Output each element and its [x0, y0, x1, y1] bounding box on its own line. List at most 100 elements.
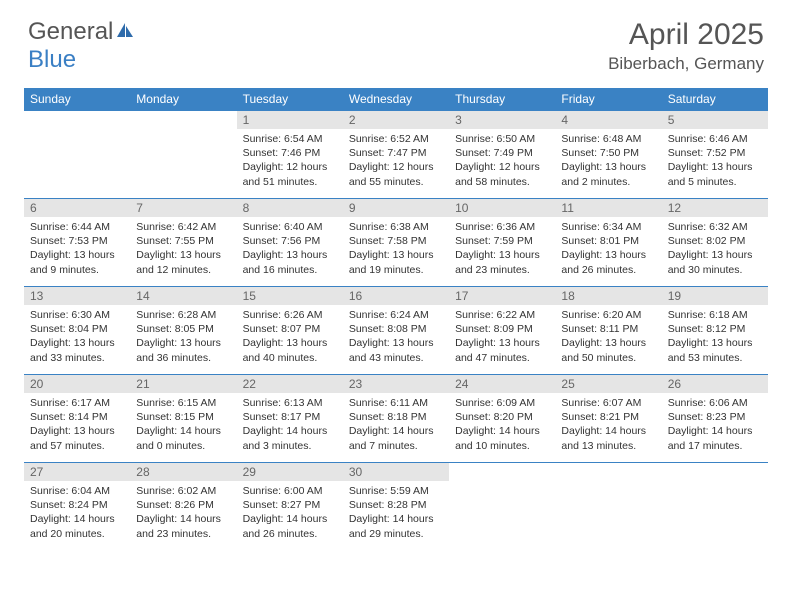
day-details: Sunrise: 6:48 AMSunset: 7:50 PMDaylight:… [555, 129, 661, 191]
weekday-header: Sunday [24, 88, 130, 110]
day-cell: 7Sunrise: 6:42 AMSunset: 7:55 PMDaylight… [130, 198, 236, 286]
day-details: Sunrise: 6:04 AMSunset: 8:24 PMDaylight:… [24, 481, 130, 543]
calendar-cell: 29Sunrise: 6:00 AMSunset: 8:27 PMDayligh… [237, 462, 343, 550]
day-number: 21 [130, 375, 236, 393]
day-details: Sunrise: 5:59 AMSunset: 8:28 PMDaylight:… [343, 481, 449, 543]
calendar-cell: 26Sunrise: 6:06 AMSunset: 8:23 PMDayligh… [662, 374, 768, 462]
calendar-cell [449, 462, 555, 550]
calendar-row: 1Sunrise: 6:54 AMSunset: 7:46 PMDaylight… [24, 110, 768, 198]
day-details: Sunrise: 6:20 AMSunset: 8:11 PMDaylight:… [555, 305, 661, 367]
weekday-header: Saturday [662, 88, 768, 110]
calendar-cell: 7Sunrise: 6:42 AMSunset: 7:55 PMDaylight… [130, 198, 236, 286]
day-cell: 19Sunrise: 6:18 AMSunset: 8:12 PMDayligh… [662, 286, 768, 374]
calendar-cell: 30Sunrise: 5:59 AMSunset: 8:28 PMDayligh… [343, 462, 449, 550]
day-cell: 13Sunrise: 6:30 AMSunset: 8:04 PMDayligh… [24, 286, 130, 374]
day-details: Sunrise: 6:38 AMSunset: 7:58 PMDaylight:… [343, 217, 449, 279]
day-cell: 6Sunrise: 6:44 AMSunset: 7:53 PMDaylight… [24, 198, 130, 286]
day-cell: 28Sunrise: 6:02 AMSunset: 8:26 PMDayligh… [130, 462, 236, 550]
calendar-cell: 2Sunrise: 6:52 AMSunset: 7:47 PMDaylight… [343, 110, 449, 198]
logo-sail-icon [115, 18, 135, 46]
day-number: 23 [343, 375, 449, 393]
empty-cell [555, 462, 661, 550]
day-number: 2 [343, 111, 449, 129]
day-details: Sunrise: 6:40 AMSunset: 7:56 PMDaylight:… [237, 217, 343, 279]
day-number: 28 [130, 463, 236, 481]
day-details: Sunrise: 6:09 AMSunset: 8:20 PMDaylight:… [449, 393, 555, 455]
calendar-cell: 6Sunrise: 6:44 AMSunset: 7:53 PMDaylight… [24, 198, 130, 286]
day-cell: 17Sunrise: 6:22 AMSunset: 8:09 PMDayligh… [449, 286, 555, 374]
calendar-row: 20Sunrise: 6:17 AMSunset: 8:14 PMDayligh… [24, 374, 768, 462]
day-number: 18 [555, 287, 661, 305]
calendar-cell: 8Sunrise: 6:40 AMSunset: 7:56 PMDaylight… [237, 198, 343, 286]
day-cell: 18Sunrise: 6:20 AMSunset: 8:11 PMDayligh… [555, 286, 661, 374]
day-number: 14 [130, 287, 236, 305]
page-title: April 2025 [608, 18, 764, 52]
day-number: 11 [555, 199, 661, 217]
day-number: 22 [237, 375, 343, 393]
day-cell: 30Sunrise: 5:59 AMSunset: 8:28 PMDayligh… [343, 462, 449, 550]
day-details: Sunrise: 6:52 AMSunset: 7:47 PMDaylight:… [343, 129, 449, 191]
day-number: 26 [662, 375, 768, 393]
day-cell: 4Sunrise: 6:48 AMSunset: 7:50 PMDaylight… [555, 110, 661, 198]
day-number: 5 [662, 111, 768, 129]
day-number: 13 [24, 287, 130, 305]
day-number: 12 [662, 199, 768, 217]
day-details: Sunrise: 6:18 AMSunset: 8:12 PMDaylight:… [662, 305, 768, 367]
calendar-table: SundayMondayTuesdayWednesdayThursdayFrid… [24, 88, 768, 550]
weekday-row: SundayMondayTuesdayWednesdayThursdayFrid… [24, 88, 768, 110]
calendar-cell: 9Sunrise: 6:38 AMSunset: 7:58 PMDaylight… [343, 198, 449, 286]
calendar-cell: 20Sunrise: 6:17 AMSunset: 8:14 PMDayligh… [24, 374, 130, 462]
calendar-cell: 22Sunrise: 6:13 AMSunset: 8:17 PMDayligh… [237, 374, 343, 462]
calendar-row: 27Sunrise: 6:04 AMSunset: 8:24 PMDayligh… [24, 462, 768, 550]
day-cell: 2Sunrise: 6:52 AMSunset: 7:47 PMDaylight… [343, 110, 449, 198]
day-number: 16 [343, 287, 449, 305]
day-details: Sunrise: 6:06 AMSunset: 8:23 PMDaylight:… [662, 393, 768, 455]
day-number: 25 [555, 375, 661, 393]
calendar-head: SundayMondayTuesdayWednesdayThursdayFrid… [24, 88, 768, 110]
calendar-cell: 16Sunrise: 6:24 AMSunset: 8:08 PMDayligh… [343, 286, 449, 374]
day-details: Sunrise: 6:24 AMSunset: 8:08 PMDaylight:… [343, 305, 449, 367]
calendar-cell: 15Sunrise: 6:26 AMSunset: 8:07 PMDayligh… [237, 286, 343, 374]
calendar-cell: 28Sunrise: 6:02 AMSunset: 8:26 PMDayligh… [130, 462, 236, 550]
day-cell: 23Sunrise: 6:11 AMSunset: 8:18 PMDayligh… [343, 374, 449, 462]
day-cell: 20Sunrise: 6:17 AMSunset: 8:14 PMDayligh… [24, 374, 130, 462]
logo: GeneralBlue [28, 18, 135, 74]
day-number: 30 [343, 463, 449, 481]
day-number: 4 [555, 111, 661, 129]
day-number: 7 [130, 199, 236, 217]
day-number: 9 [343, 199, 449, 217]
calendar-cell [662, 462, 768, 550]
logo-part1: General [28, 18, 113, 45]
day-details: Sunrise: 6:46 AMSunset: 7:52 PMDaylight:… [662, 129, 768, 191]
weekday-header: Tuesday [237, 88, 343, 110]
day-number: 27 [24, 463, 130, 481]
empty-cell [130, 110, 236, 198]
day-details: Sunrise: 6:22 AMSunset: 8:09 PMDaylight:… [449, 305, 555, 367]
empty-cell [662, 462, 768, 550]
day-cell: 29Sunrise: 6:00 AMSunset: 8:27 PMDayligh… [237, 462, 343, 550]
day-cell: 24Sunrise: 6:09 AMSunset: 8:20 PMDayligh… [449, 374, 555, 462]
day-cell: 25Sunrise: 6:07 AMSunset: 8:21 PMDayligh… [555, 374, 661, 462]
day-cell: 10Sunrise: 6:36 AMSunset: 7:59 PMDayligh… [449, 198, 555, 286]
day-cell: 9Sunrise: 6:38 AMSunset: 7:58 PMDaylight… [343, 198, 449, 286]
header: GeneralBlue April 2025 Biberbach, German… [0, 0, 792, 82]
weekday-header: Thursday [449, 88, 555, 110]
weekday-header: Monday [130, 88, 236, 110]
calendar-cell: 4Sunrise: 6:48 AMSunset: 7:50 PMDaylight… [555, 110, 661, 198]
weekday-header: Friday [555, 88, 661, 110]
day-details: Sunrise: 6:32 AMSunset: 8:02 PMDaylight:… [662, 217, 768, 279]
day-details: Sunrise: 6:00 AMSunset: 8:27 PMDaylight:… [237, 481, 343, 543]
day-cell: 26Sunrise: 6:06 AMSunset: 8:23 PMDayligh… [662, 374, 768, 462]
location: Biberbach, Germany [608, 54, 764, 74]
day-number: 15 [237, 287, 343, 305]
calendar-cell: 3Sunrise: 6:50 AMSunset: 7:49 PMDaylight… [449, 110, 555, 198]
day-cell: 15Sunrise: 6:26 AMSunset: 8:07 PMDayligh… [237, 286, 343, 374]
day-number: 8 [237, 199, 343, 217]
calendar-cell: 12Sunrise: 6:32 AMSunset: 8:02 PMDayligh… [662, 198, 768, 286]
day-number: 1 [237, 111, 343, 129]
day-cell: 11Sunrise: 6:34 AMSunset: 8:01 PMDayligh… [555, 198, 661, 286]
calendar-cell: 10Sunrise: 6:36 AMSunset: 7:59 PMDayligh… [449, 198, 555, 286]
day-details: Sunrise: 6:44 AMSunset: 7:53 PMDaylight:… [24, 217, 130, 279]
calendar-cell: 13Sunrise: 6:30 AMSunset: 8:04 PMDayligh… [24, 286, 130, 374]
day-cell: 12Sunrise: 6:32 AMSunset: 8:02 PMDayligh… [662, 198, 768, 286]
